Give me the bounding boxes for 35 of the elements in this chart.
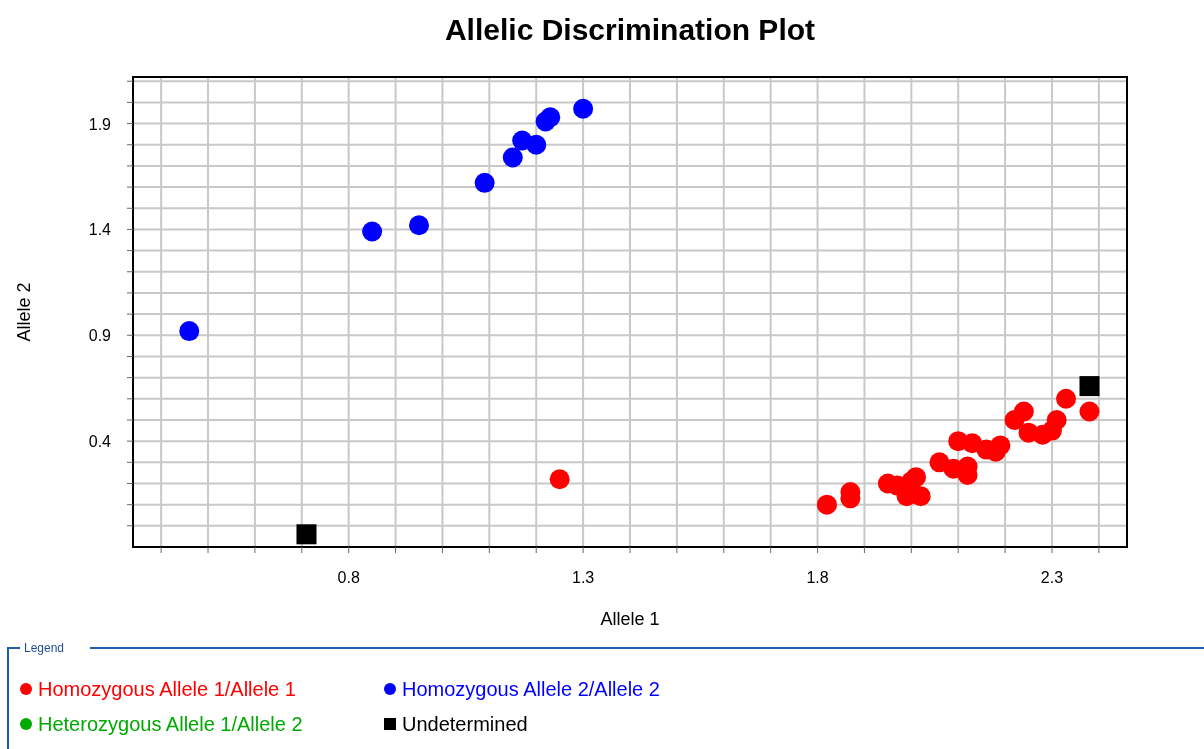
point	[296, 524, 317, 545]
y-axis-title: Allele 2	[14, 282, 34, 342]
point	[474, 172, 495, 193]
x-tick-label: 1.3	[571, 569, 595, 586]
point	[502, 147, 523, 168]
point	[526, 134, 547, 155]
x-tick-label: 1.8	[806, 569, 829, 586]
y-tick-label: 1.4	[88, 221, 112, 239]
point	[540, 107, 561, 128]
point	[362, 221, 383, 242]
x-tick-label: 0.8	[337, 569, 360, 586]
point	[1056, 388, 1077, 409]
point	[1079, 376, 1100, 397]
x-tick-label: 2.3	[1040, 569, 1064, 586]
y-tick-label: 0.4	[88, 433, 112, 451]
point	[573, 98, 594, 119]
legend-label: Heterozygous Allele 1/Allele 2	[38, 713, 303, 735]
point	[1079, 401, 1100, 422]
chart-title: Allelic Discrimination Plot	[444, 13, 816, 46]
point	[990, 435, 1011, 456]
point	[549, 469, 570, 490]
point	[409, 215, 430, 236]
legend-label: Homozygous Allele 1/Allele 1	[38, 678, 296, 700]
y-tick-label: 0.9	[88, 327, 112, 345]
point	[179, 321, 200, 342]
point	[910, 486, 931, 507]
legend-title: Legend	[24, 641, 65, 655]
y-tick-label: 1.9	[88, 115, 112, 133]
point	[906, 467, 927, 488]
legend-label: Homozygous Allele 2/Allele 2	[402, 678, 660, 700]
point	[816, 494, 837, 515]
point	[1013, 401, 1034, 422]
point	[1046, 409, 1067, 430]
x-axis-title: Allele 1	[600, 609, 660, 629]
legend-label: Undetermined	[402, 713, 528, 735]
